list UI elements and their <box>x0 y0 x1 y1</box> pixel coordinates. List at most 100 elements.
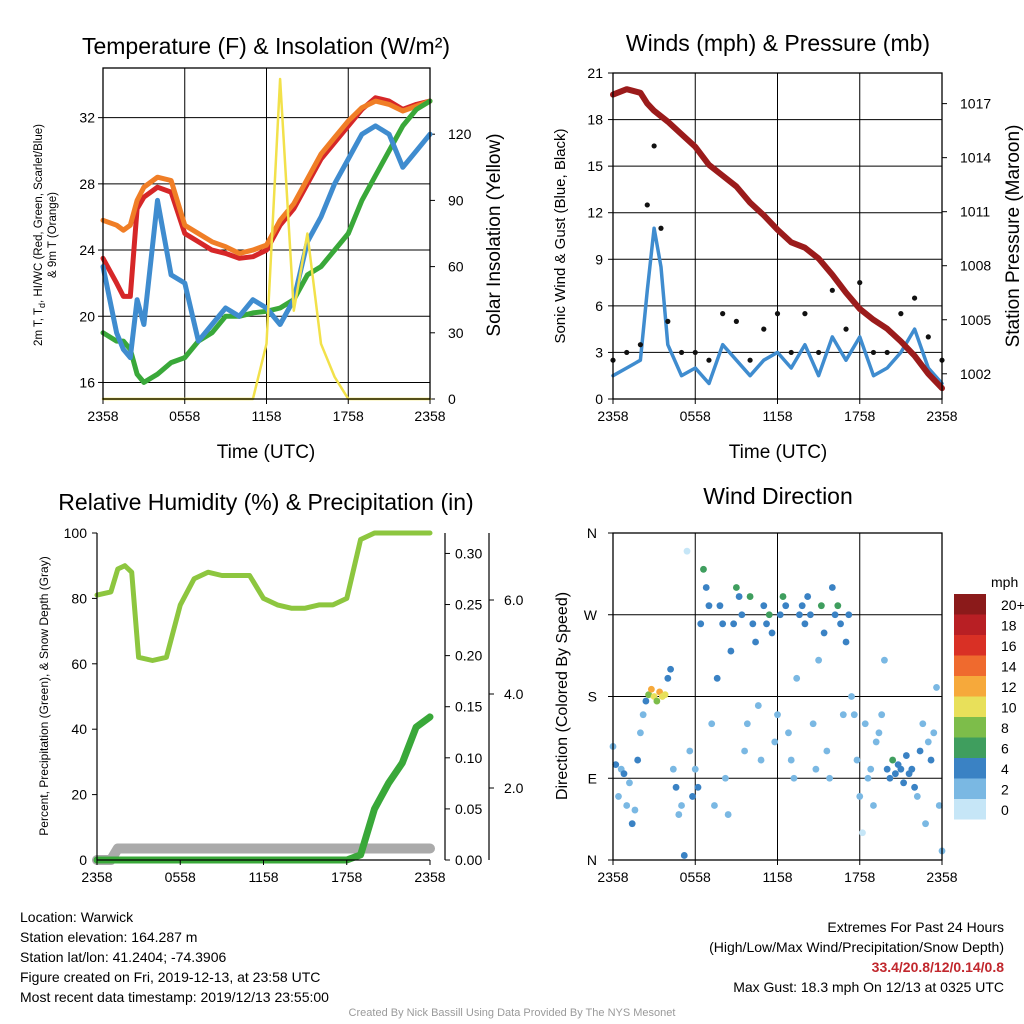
direction-point <box>839 711 847 719</box>
y-tick-label: 20 <box>79 308 95 324</box>
legend-label: 6 <box>1001 741 1009 757</box>
x-tick-label: 2358 <box>926 869 957 885</box>
direction-point <box>913 793 921 800</box>
legend-label: 14 <box>1001 659 1017 675</box>
gust-point <box>692 349 698 356</box>
direction-point <box>730 620 738 628</box>
direction-point <box>828 584 836 591</box>
direction-point <box>933 684 940 691</box>
direction-point <box>812 765 820 773</box>
x-tick-label: 0558 <box>680 869 711 885</box>
series-line <box>610 86 945 392</box>
temperature-panel: 16 20 24 28 32 0 30 60 90 120 2358 0558 1158 1758 2358… <box>33 33 505 463</box>
direction-point <box>815 656 823 664</box>
direction-point <box>842 638 850 646</box>
direction-point <box>771 738 779 746</box>
direction-point <box>908 765 916 773</box>
direction-point <box>702 584 710 591</box>
x-tick-label: 2358 <box>81 869 112 885</box>
gust-point <box>857 279 863 286</box>
direction-point <box>826 774 833 782</box>
gust-point <box>870 349 877 356</box>
legend-title: mph <box>991 574 1018 590</box>
direction-point <box>768 629 776 637</box>
direction-point <box>675 811 683 818</box>
y2-tick-label: 1002 <box>960 366 991 382</box>
gust-point <box>658 225 664 231</box>
y-tick-label: 24 <box>79 242 95 258</box>
direction-point <box>719 620 727 628</box>
legend-swatch <box>954 758 986 779</box>
x-tick-label: 0558 <box>165 869 196 885</box>
y2-tick-label: 120 <box>448 126 472 142</box>
direction-point <box>628 820 636 828</box>
panel-title: Relative Humidity (%) & Precipitation (i… <box>58 489 473 515</box>
legend-label: 0 <box>1001 802 1009 818</box>
direction-point <box>620 770 628 778</box>
x-tick-label: 2358 <box>414 408 445 424</box>
y2-tick-label: 1008 <box>960 258 991 274</box>
direction-point <box>790 774 798 782</box>
direction-point <box>667 665 674 673</box>
gust-point <box>706 357 712 363</box>
gust-point <box>802 311 808 317</box>
direction-point <box>837 620 844 628</box>
y-tick-label: S <box>588 689 597 705</box>
direction-point <box>861 720 869 728</box>
y-tick-label: 16 <box>79 374 95 390</box>
series-line <box>100 98 433 385</box>
legend-swatch <box>954 676 986 697</box>
created-text: Figure created on Fri, 2019-12-13, at 23… <box>20 969 321 985</box>
x-tick-label: 1758 <box>331 869 362 885</box>
y-axis-label-subscript: d <box>37 303 47 308</box>
legend-label: 8 <box>1001 720 1009 736</box>
direction-point <box>930 729 938 737</box>
x-tick-label: 0558 <box>680 408 711 424</box>
direction-point <box>774 711 781 719</box>
gust-point <box>898 311 904 317</box>
legend-label: 4 <box>1001 761 1009 777</box>
direction-point <box>732 584 740 591</box>
direction-point <box>642 697 650 705</box>
legend-swatch <box>954 696 986 717</box>
direction-point <box>724 811 732 818</box>
direction-point <box>700 565 707 573</box>
y-tick-label: 12 <box>587 205 603 221</box>
direction-point <box>796 611 803 619</box>
x-tick-label: 1758 <box>844 408 875 424</box>
direction-point <box>911 783 918 791</box>
direction-point <box>845 611 853 619</box>
y-tick-label: 28 <box>79 176 95 192</box>
y-tick-label: 80 <box>71 590 87 606</box>
legend-swatch <box>954 655 986 676</box>
direction-point <box>872 738 880 746</box>
direction-point <box>743 720 751 728</box>
y3-tick-label: 2.0 <box>504 780 524 796</box>
direction-point <box>631 806 639 814</box>
gust-point <box>651 143 657 149</box>
x-tick-label: 2358 <box>926 408 957 424</box>
y-axis-label-line2: & 9m T (Orange) <box>47 192 59 278</box>
direction-point <box>705 602 713 610</box>
x-tick-label: 1158 <box>762 408 792 424</box>
legend-label: 16 <box>1001 638 1017 654</box>
y-tick-label: 15 <box>587 158 603 174</box>
direction-point <box>754 702 762 709</box>
direction-point <box>883 765 891 773</box>
y2-tick-label: 1014 <box>960 150 991 166</box>
direction-point <box>691 765 699 773</box>
latlon-text: Station lat/lon: 41.2404; -74.3906 <box>20 949 227 965</box>
gust-point <box>761 326 767 332</box>
direction-point <box>922 820 929 828</box>
direction-point <box>722 774 729 782</box>
y2-tick-label: 0.20 <box>455 648 482 664</box>
panel-title: Winds (mph) & Pressure (mb) <box>626 30 930 56</box>
direction-point <box>735 593 743 600</box>
series-line <box>93 713 434 864</box>
y-tick-label: 0 <box>79 852 87 868</box>
direction-point <box>782 602 790 610</box>
y-tick-label: 0 <box>595 391 603 407</box>
direction-point <box>661 691 669 699</box>
gust-point <box>788 349 794 356</box>
